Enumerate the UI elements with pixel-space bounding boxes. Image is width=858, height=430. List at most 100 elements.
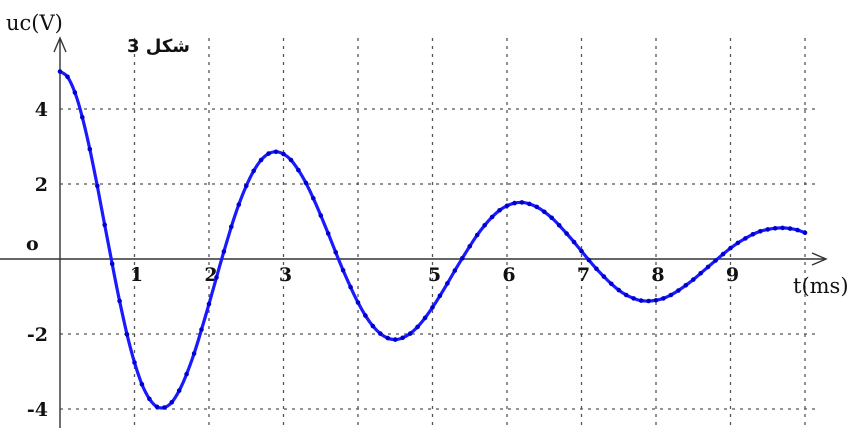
data-point [646,298,651,304]
data-point [400,335,406,341]
data-point [579,248,584,254]
data-point [549,215,554,221]
data-point [378,331,383,336]
x-tick-label: 6 [502,264,515,286]
data-point [132,360,137,365]
data-point [609,281,614,287]
data-point [162,405,167,410]
data-point [623,292,629,298]
data-point [191,351,197,356]
data-point [244,183,249,189]
data-point [340,268,346,273]
data-point [519,200,525,205]
data-point [109,261,115,267]
data-point [95,183,100,189]
data-point [139,382,145,387]
data-point [489,214,495,220]
y-tick-label: -2 [27,324,48,346]
data-point [780,225,785,231]
data-point [460,255,465,261]
data-point [393,337,398,342]
data-point [698,271,703,276]
data-point [713,258,718,263]
data-point [653,298,659,303]
data-point [601,274,607,279]
data-point [221,249,227,254]
y-tick-label: 4 [35,99,48,121]
data-point [176,388,182,393]
data-point [333,250,339,255]
data-point [787,226,793,231]
data-point [691,277,696,282]
data-point [363,313,368,318]
data-point [482,223,488,228]
x-axis-arrow-icon [811,252,828,266]
y-axis-label: uc(V) [6,11,63,35]
data-point [281,151,286,157]
data-point [415,324,420,330]
tick-labels: 1 2 3 5 6 7 8 942-2-4 [27,99,739,421]
data-point [214,275,219,280]
data-point [668,292,674,298]
data-point [288,157,294,163]
data-point [154,404,160,410]
origin-label: o [26,233,39,255]
grid [60,38,820,428]
data-point [512,200,517,206]
data-point [422,315,428,321]
data-point [556,223,562,228]
x-tick-label: 9 [726,264,739,286]
data-point [527,201,532,207]
data-point [385,335,391,341]
y-tick-label: -4 [27,399,48,421]
data-point [251,168,256,174]
data-point [437,293,443,299]
data-point [467,244,473,249]
data-point [407,331,413,336]
data-point [586,257,592,263]
data-point [199,327,204,332]
x-tick-label: 3 [279,264,292,286]
data-point [802,230,808,236]
data-point [705,264,711,270]
data-point [273,149,279,155]
data-point [720,251,726,257]
data-point [758,229,763,234]
data-point [318,213,324,218]
data-point [616,287,622,293]
data-point [571,239,577,245]
data-point [266,151,271,156]
data-point [325,231,331,236]
data-point [311,196,316,201]
data-point [236,202,242,207]
data-point [534,204,540,210]
data-point [370,323,376,329]
x-tick-label: 5 [428,264,441,286]
data-point [743,236,748,241]
data-point [445,281,450,286]
data-point [631,296,636,301]
data-point [348,284,353,290]
data-point [683,283,689,288]
data-point [750,232,756,237]
data-point [430,305,435,310]
axes [0,36,828,428]
x-axis-label: t(ms) [793,274,849,298]
data-point [504,203,510,209]
data-point [355,300,361,305]
data-point [117,298,122,304]
data-point [661,296,666,301]
data-point [564,231,569,236]
data-point [452,268,458,273]
data-point [765,227,771,232]
x-tick-label: 1 [130,264,143,286]
data-point [795,227,800,233]
data-point [772,226,778,231]
data-point [497,208,502,213]
data-point [184,371,189,377]
y-tick-label: 2 [35,174,48,196]
y-axis-arrow-icon [53,36,67,53]
data-point [638,298,644,303]
data-point [57,69,63,74]
